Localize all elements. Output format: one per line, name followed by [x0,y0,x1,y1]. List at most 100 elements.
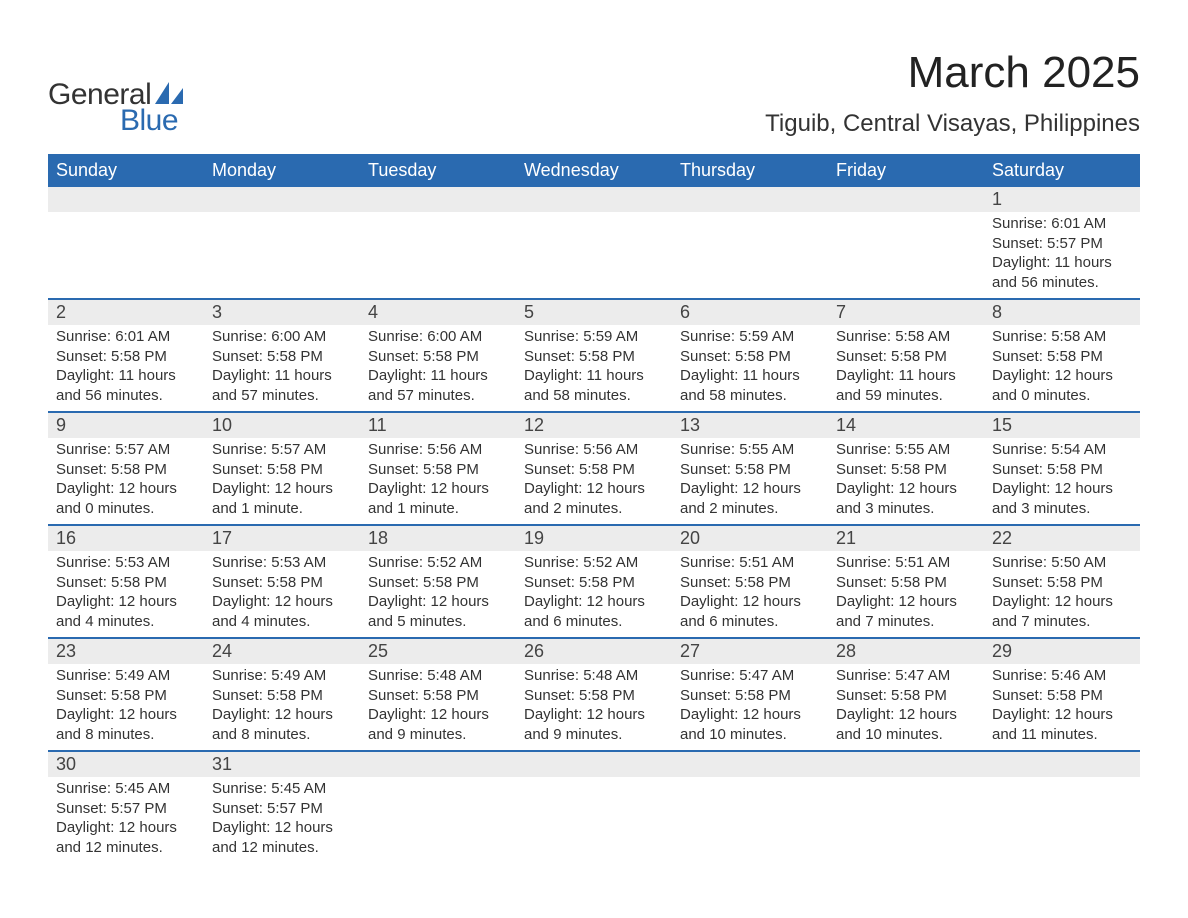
day-number: 10 [204,413,360,438]
day-sunset: Sunset: 5:58 PM [212,347,352,367]
day-details [828,212,984,240]
day-daylight2: and 57 minutes. [368,386,508,406]
calendar-day-cell: 27Sunrise: 5:47 AMSunset: 5:58 PMDayligh… [672,638,828,751]
day-daylight1: Daylight: 12 hours [992,479,1132,499]
calendar-day-cell: 22Sunrise: 5:50 AMSunset: 5:58 PMDayligh… [984,525,1140,638]
calendar-day-cell: 6Sunrise: 5:59 AMSunset: 5:58 PMDaylight… [672,299,828,412]
calendar-day-cell [516,187,672,299]
day-daylight1: Daylight: 12 hours [56,705,196,725]
day-sunrise: Sunrise: 5:56 AM [368,440,508,460]
day-details [360,212,516,240]
day-number [48,187,204,212]
day-sunset: Sunset: 5:58 PM [680,460,820,480]
day-daylight2: and 3 minutes. [836,499,976,519]
day-number: 6 [672,300,828,325]
day-sunset: Sunset: 5:58 PM [212,686,352,706]
day-daylight2: and 4 minutes. [56,612,196,632]
day-daylight2: and 6 minutes. [680,612,820,632]
day-daylight2: and 0 minutes. [56,499,196,519]
day-sunset: Sunset: 5:58 PM [836,686,976,706]
day-daylight1: Daylight: 11 hours [992,253,1132,273]
day-sunset: Sunset: 5:57 PM [212,799,352,819]
calendar-day-cell: 16Sunrise: 5:53 AMSunset: 5:58 PMDayligh… [48,525,204,638]
day-number: 1 [984,187,1140,212]
calendar-day-cell: 10Sunrise: 5:57 AMSunset: 5:58 PMDayligh… [204,412,360,525]
calendar-day-cell: 3Sunrise: 6:00 AMSunset: 5:58 PMDaylight… [204,299,360,412]
calendar-day-cell [672,187,828,299]
day-details: Sunrise: 5:47 AMSunset: 5:58 PMDaylight:… [672,664,828,750]
day-sunset: Sunset: 5:58 PM [56,686,196,706]
day-number: 5 [516,300,672,325]
day-number: 14 [828,413,984,438]
day-sunrise: Sunrise: 5:57 AM [56,440,196,460]
day-details: Sunrise: 5:52 AMSunset: 5:58 PMDaylight:… [516,551,672,637]
day-number: 7 [828,300,984,325]
day-sunset: Sunset: 5:58 PM [56,573,196,593]
day-sunset: Sunset: 5:58 PM [212,573,352,593]
day-sunrise: Sunrise: 5:48 AM [524,666,664,686]
day-details: Sunrise: 5:49 AMSunset: 5:58 PMDaylight:… [204,664,360,750]
day-daylight1: Daylight: 12 hours [836,705,976,725]
calendar-day-cell: 11Sunrise: 5:56 AMSunset: 5:58 PMDayligh… [360,412,516,525]
calendar-day-cell: 19Sunrise: 5:52 AMSunset: 5:58 PMDayligh… [516,525,672,638]
day-sunrise: Sunrise: 5:51 AM [836,553,976,573]
day-details: Sunrise: 5:56 AMSunset: 5:58 PMDaylight:… [360,438,516,524]
day-daylight1: Daylight: 12 hours [680,592,820,612]
weekday-header: Wednesday [516,154,672,187]
day-daylight1: Daylight: 11 hours [56,366,196,386]
day-daylight2: and 2 minutes. [524,499,664,519]
calendar-day-cell: 1Sunrise: 6:01 AMSunset: 5:57 PMDaylight… [984,187,1140,299]
day-daylight1: Daylight: 12 hours [524,592,664,612]
day-details: Sunrise: 6:00 AMSunset: 5:58 PMDaylight:… [360,325,516,411]
calendar-table: SundayMondayTuesdayWednesdayThursdayFrid… [48,154,1140,863]
day-daylight2: and 2 minutes. [680,499,820,519]
month-title: March 2025 [765,48,1140,98]
day-number [204,187,360,212]
day-sunset: Sunset: 5:58 PM [680,686,820,706]
day-daylight2: and 10 minutes. [680,725,820,745]
day-number [360,187,516,212]
day-daylight1: Daylight: 12 hours [680,479,820,499]
day-sunset: Sunset: 5:58 PM [836,347,976,367]
day-daylight1: Daylight: 12 hours [56,592,196,612]
day-daylight1: Daylight: 12 hours [56,818,196,838]
day-daylight2: and 6 minutes. [524,612,664,632]
day-details: Sunrise: 5:48 AMSunset: 5:58 PMDaylight:… [360,664,516,750]
calendar-day-cell [828,751,984,863]
day-details: Sunrise: 5:58 AMSunset: 5:58 PMDaylight:… [984,325,1140,411]
day-number: 9 [48,413,204,438]
day-number: 21 [828,526,984,551]
day-daylight2: and 7 minutes. [992,612,1132,632]
day-daylight1: Daylight: 12 hours [836,479,976,499]
day-sunrise: Sunrise: 5:51 AM [680,553,820,573]
day-daylight2: and 0 minutes. [992,386,1132,406]
day-sunset: Sunset: 5:58 PM [836,460,976,480]
day-number [984,752,1140,777]
calendar-week-row: 2Sunrise: 6:01 AMSunset: 5:58 PMDaylight… [48,299,1140,412]
day-number: 28 [828,639,984,664]
weekday-header: Thursday [672,154,828,187]
calendar-day-cell: 24Sunrise: 5:49 AMSunset: 5:58 PMDayligh… [204,638,360,751]
day-details [48,212,204,240]
day-number: 4 [360,300,516,325]
day-details [516,212,672,240]
weekday-header: Friday [828,154,984,187]
day-number: 23 [48,639,204,664]
day-details: Sunrise: 5:59 AMSunset: 5:58 PMDaylight:… [672,325,828,411]
day-sunrise: Sunrise: 6:01 AM [56,327,196,347]
day-sunrise: Sunrise: 5:57 AM [212,440,352,460]
day-daylight1: Daylight: 12 hours [212,818,352,838]
day-number: 22 [984,526,1140,551]
day-daylight1: Daylight: 11 hours [524,366,664,386]
day-details: Sunrise: 5:57 AMSunset: 5:58 PMDaylight:… [48,438,204,524]
day-number: 30 [48,752,204,777]
day-details: Sunrise: 5:53 AMSunset: 5:58 PMDaylight:… [204,551,360,637]
day-details: Sunrise: 5:46 AMSunset: 5:58 PMDaylight:… [984,664,1140,750]
day-sunrise: Sunrise: 5:55 AM [680,440,820,460]
calendar-day-cell: 9Sunrise: 5:57 AMSunset: 5:58 PMDaylight… [48,412,204,525]
day-sunrise: Sunrise: 5:45 AM [212,779,352,799]
day-daylight1: Daylight: 12 hours [212,705,352,725]
calendar-day-cell: 31Sunrise: 5:45 AMSunset: 5:57 PMDayligh… [204,751,360,863]
day-daylight2: and 5 minutes. [368,612,508,632]
day-sunset: Sunset: 5:58 PM [524,460,664,480]
